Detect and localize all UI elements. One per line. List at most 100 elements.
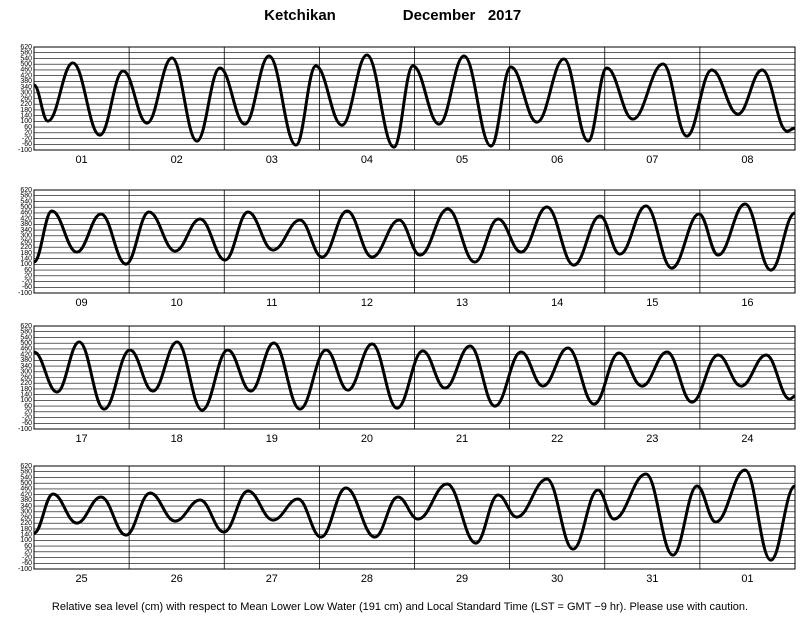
day-label: 21 xyxy=(456,433,468,445)
y-tick-label: 580 xyxy=(20,50,32,57)
tide-line xyxy=(33,340,796,412)
y-tick-label: 380 xyxy=(20,78,32,85)
day-label: 24 xyxy=(741,433,753,445)
y-tick-label: 500 xyxy=(20,480,32,487)
footnote: Relative sea level (cm) with respect to … xyxy=(52,601,748,613)
chart-title: Ketchikan xyxy=(264,7,336,24)
y-tick-label: -100 xyxy=(18,566,32,573)
day-label: 11 xyxy=(266,297,277,309)
panel-frame xyxy=(33,189,796,294)
y-tick-label: -100 xyxy=(18,290,32,297)
day-label: 30 xyxy=(551,573,563,585)
panel-frame xyxy=(33,325,796,430)
panel-frame xyxy=(33,46,796,151)
panel-frame xyxy=(33,465,796,570)
y-tick-label: 380 xyxy=(20,497,32,504)
day-label: 12 xyxy=(361,297,373,309)
day-label: 07 xyxy=(646,154,658,166)
day-label: 27 xyxy=(266,573,278,585)
y-tick-label: 180 xyxy=(20,526,32,533)
day-label: 02 xyxy=(171,154,183,166)
y-tick-label: 100 xyxy=(20,537,32,544)
day-label: 19 xyxy=(266,433,278,445)
y-tick-label: 260 xyxy=(20,514,32,521)
y-tick-label: 100 xyxy=(20,397,32,404)
y-tick-label: 420 xyxy=(20,72,32,79)
y-tick-label: 340 xyxy=(20,84,32,91)
y-tick-label: 220 xyxy=(20,520,32,527)
day-label: 10 xyxy=(171,297,183,309)
y-tick-label: 300 xyxy=(20,90,32,97)
y-tick-label: 460 xyxy=(20,346,32,353)
day-label: 01 xyxy=(741,573,753,585)
y-tick-label: 500 xyxy=(20,340,32,347)
y-tick-label: 500 xyxy=(20,61,32,68)
y-tick-label: 260 xyxy=(20,95,32,102)
day-label: 22 xyxy=(551,433,563,445)
y-tick-label: 540 xyxy=(20,198,32,205)
y-tick-label: 620 xyxy=(20,44,32,51)
y-tick-label: 340 xyxy=(20,227,32,234)
y-tick-label: 180 xyxy=(20,107,32,114)
day-label: 17 xyxy=(75,433,87,445)
y-tick-label: 340 xyxy=(20,363,32,370)
y-tick-label: 300 xyxy=(20,369,32,376)
y-tick-label: 100 xyxy=(20,261,32,268)
y-tick-label: 20 xyxy=(24,409,32,416)
y-tick-label: 60 xyxy=(24,403,32,410)
y-tick-label: 620 xyxy=(20,187,32,194)
day-label: 05 xyxy=(456,154,468,166)
day-label: 23 xyxy=(646,433,658,445)
y-tick-label: 220 xyxy=(20,380,32,387)
day-label: 26 xyxy=(171,573,183,585)
y-tick-label: 140 xyxy=(20,392,32,399)
day-label: 03 xyxy=(266,154,278,166)
day-label: 29 xyxy=(456,573,468,585)
y-tick-label: -60 xyxy=(22,420,32,427)
y-tick-label: 540 xyxy=(20,474,32,481)
y-tick-label: 580 xyxy=(20,469,32,476)
y-tick-label: 380 xyxy=(20,357,32,364)
y-tick-label: -100 xyxy=(18,147,32,154)
day-label: 20 xyxy=(361,433,373,445)
y-tick-label: 20 xyxy=(24,549,32,556)
day-label: 31 xyxy=(646,573,658,585)
y-tick-label: 580 xyxy=(20,193,32,200)
y-tick-label: -100 xyxy=(18,426,32,433)
y-tick-label: 140 xyxy=(20,256,32,263)
y-tick-label: 300 xyxy=(20,233,32,240)
y-tick-label: 60 xyxy=(24,543,32,550)
y-tick-label: -60 xyxy=(22,284,32,291)
tide-line xyxy=(32,202,796,272)
day-label: 09 xyxy=(75,297,87,309)
y-tick-label: 60 xyxy=(24,267,32,274)
day-label: 08 xyxy=(741,154,753,166)
y-tick-label: 60 xyxy=(24,124,32,131)
day-label: 01 xyxy=(75,154,87,166)
y-tick-label: -20 xyxy=(22,278,32,285)
day-label: 28 xyxy=(361,573,373,585)
tide-line xyxy=(32,53,796,149)
day-label: 15 xyxy=(646,297,658,309)
tide-line xyxy=(33,468,796,562)
y-tick-label: -60 xyxy=(22,560,32,567)
y-tick-label: 540 xyxy=(20,55,32,62)
day-label: 13 xyxy=(456,297,468,309)
y-tick-label: 180 xyxy=(20,250,32,257)
day-label: 06 xyxy=(551,154,563,166)
y-tick-label: 620 xyxy=(20,323,32,330)
y-tick-label: 20 xyxy=(24,130,32,137)
chart-subtitle: December 2017 xyxy=(403,7,521,24)
y-tick-label: 100 xyxy=(20,118,32,125)
y-tick-label: 140 xyxy=(20,113,32,120)
y-tick-label: -20 xyxy=(22,414,32,421)
y-tick-label: 580 xyxy=(20,329,32,336)
y-tick-label: 380 xyxy=(20,221,32,228)
y-tick-label: -20 xyxy=(22,135,32,142)
y-tick-label: 500 xyxy=(20,204,32,211)
y-tick-label: 420 xyxy=(20,491,32,498)
y-tick-label: 140 xyxy=(20,532,32,539)
y-tick-label: 420 xyxy=(20,215,32,222)
y-tick-label: 540 xyxy=(20,334,32,341)
